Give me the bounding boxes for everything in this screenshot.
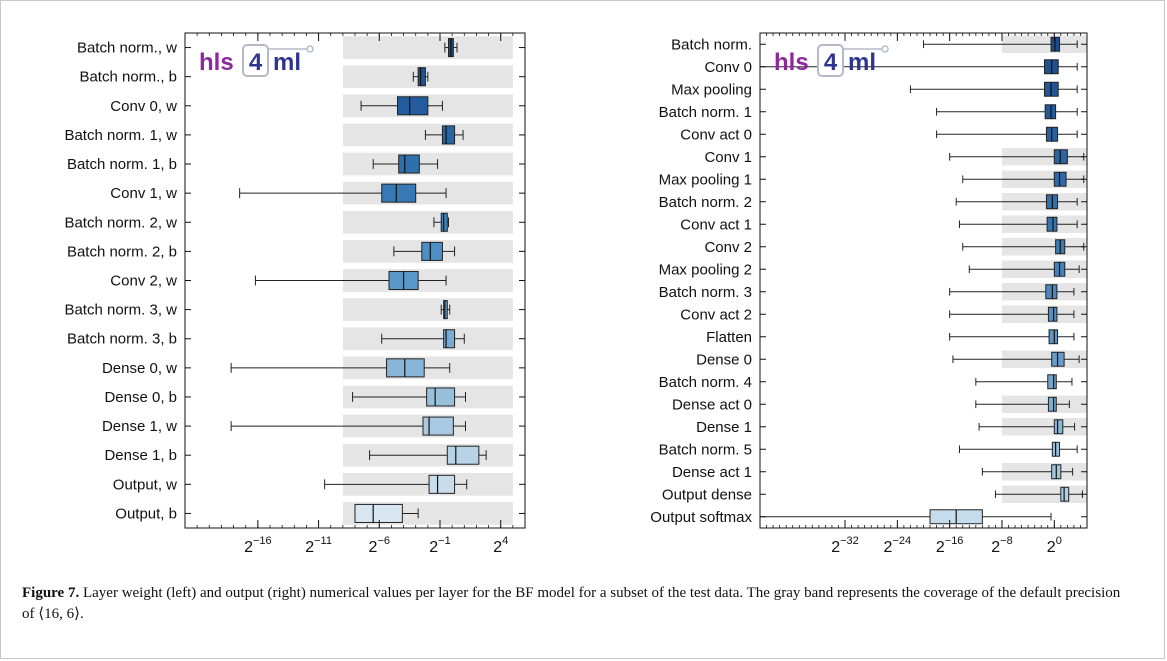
box-batch-norm-4 <box>1047 374 1057 390</box>
logo-box <box>817 44 844 77</box>
logo-text-ml: ml <box>273 49 301 76</box>
category-label-dense-act-0: Dense act 0 <box>672 396 752 413</box>
box-output-dense <box>1060 486 1070 502</box>
box-batch-norm-2-w <box>440 212 448 232</box>
box-batch-norm-3 <box>1045 284 1058 300</box>
logo-text-hls: hls <box>774 49 809 76</box>
x-tick-label: 2−32 <box>831 535 859 556</box>
x-tick-label: 2−1 <box>429 535 450 556</box>
box-batch-norm-b <box>417 67 426 87</box>
box-dense-0-w <box>386 358 425 378</box>
category-label-conv-act-2: Conv act 2 <box>680 306 752 323</box>
category-label-dense-1: Dense 1 <box>696 419 752 436</box>
box-conv-1-w <box>381 183 417 203</box>
category-label-conv-2: Conv 2 <box>704 239 752 256</box>
box-conv-1 <box>1053 149 1068 165</box>
x-tick-label: 24 <box>493 535 508 556</box>
category-label-max-pooling: Max pooling <box>671 81 752 98</box>
category-label-output-w: Output, w <box>113 476 177 493</box>
category-label-conv-0: Conv 0 <box>704 59 752 76</box>
category-label-batch-norm-w: Batch norm., w <box>77 40 177 57</box>
category-label-dense-1-w: Dense 1, w <box>102 418 177 435</box>
precision-band-batch-norm-3-w <box>342 298 513 321</box>
category-label-dense-0-b: Dense 0, b <box>104 389 177 406</box>
box-dense-1-w <box>422 416 454 436</box>
category-label-batch-norm-2-b: Batch norm. 2, b <box>67 243 177 260</box>
category-label-dense-0-w: Dense 0, w <box>102 360 177 377</box>
category-label-batch-norm-5: Batch norm. 5 <box>659 441 752 458</box>
category-label-max-pooling-2: Max pooling 2 <box>659 261 752 278</box>
category-label-output-softmax: Output softmax <box>650 509 752 526</box>
hls4ml-logo: hls 4 ml <box>199 44 314 77</box>
box-dense-1 <box>1053 419 1064 435</box>
category-label-dense-act-1: Dense act 1 <box>672 464 752 481</box>
x-tick-label: 2−6 <box>369 535 390 556</box>
category-label-conv-0-w: Conv 0, w <box>110 98 177 115</box>
category-label-flatten: Flatten <box>706 329 752 346</box>
category-label-batch-norm-3-w: Batch norm. 3, w <box>64 302 177 319</box>
box-batch-norm-1-b <box>398 154 420 174</box>
logo-text-ml: ml <box>848 49 876 76</box>
category-label-dense-1-b: Dense 1, b <box>104 447 177 464</box>
figure-caption: Figure 7. Layer weight (left) and output… <box>22 583 1132 625</box>
x-tick-label: 2−24 <box>884 535 912 556</box>
category-label-conv-act-1: Conv act 1 <box>680 216 752 233</box>
x-tick-label: 2−16 <box>936 535 964 556</box>
category-label-output-b: Output, b <box>115 505 177 522</box>
category-label-batch-norm-4: Batch norm. 4 <box>659 374 752 391</box>
box-batch-norm-3-b <box>443 329 456 349</box>
category-label-conv-act-0: Conv act 0 <box>680 126 752 143</box>
box-batch-norm-3-w <box>443 300 448 320</box>
category-label-batch-norm-2-w: Batch norm. 2, w <box>64 214 177 231</box>
box-dense-1-b <box>446 445 480 465</box>
category-label-batch-norm-1: Batch norm. 1 <box>659 104 752 121</box>
hls4ml-logo: hls 4 ml <box>774 44 889 77</box>
logo-box <box>242 44 269 77</box>
category-label-output-dense: Output dense <box>662 486 752 503</box>
category-label-max-pooling-1: Max pooling 1 <box>659 171 752 188</box>
x-tick-label: 2−11 <box>305 535 332 556</box>
logo-text-4: 4 <box>824 49 838 76</box>
box-batch-norm-1-w <box>441 125 456 145</box>
logo-trace-node <box>306 45 314 53</box>
category-label-batch-norm-3-b: Batch norm. 3, b <box>67 331 177 348</box>
box-batch-norm-2-b <box>421 241 443 261</box>
x-tick-label: 20 <box>1047 535 1062 556</box>
output-boxplot-chart: Batch norm. Conv 0 Max pooling Batch norm. … <box>650 32 1088 556</box>
logo-text-hls: hls <box>199 49 234 76</box>
box-dense-act-0 <box>1047 396 1057 412</box>
box-flatten <box>1048 329 1059 345</box>
caption-label: Figure 7. <box>22 585 80 601</box>
precision-band-batch-norm-2-w <box>342 210 513 234</box>
box-conv-0-w <box>397 96 429 116</box>
category-label-dense-0: Dense 0 <box>696 351 752 368</box>
precision-band-batch-norm-w <box>342 36 513 59</box>
category-label-conv-1-w: Conv 1, w <box>110 185 177 202</box>
weight-boxplot-chart: Batch norm., w Batch norm., b Conv 0, w Bat… <box>64 32 526 556</box>
box-output-w <box>428 474 456 494</box>
box-dense-0-b <box>426 387 456 407</box>
logo-text-4: 4 <box>249 49 263 76</box>
box-output-b <box>354 503 403 523</box>
category-label-batch-norm-b: Batch norm., b <box>79 69 177 86</box>
box-batch-norm-1 <box>1044 104 1057 120</box>
box-conv-act-2 <box>1047 306 1058 322</box>
x-tick-label: 2−8 <box>991 535 1012 556</box>
category-label-batch-norm-2: Batch norm. 2 <box>659 194 752 211</box>
caption-text: Layer weight (left) and output (right) n… <box>22 585 1121 622</box>
category-label-conv-1: Conv 1 <box>704 149 752 166</box>
charts-area: Batch norm., w Batch norm., b Conv 0, w Bat… <box>64 32 1088 556</box>
category-label-batch-norm-3: Batch norm. 3 <box>659 284 752 301</box>
category-label-conv-2-w: Conv 2, w <box>110 273 177 290</box>
box-conv-act-1 <box>1046 216 1058 232</box>
category-label-batch-norm-1-b: Batch norm. 1, b <box>67 156 177 173</box>
category-label-batch-norm: Batch norm. <box>671 36 752 53</box>
x-tick-label: 2−16 <box>244 535 272 556</box>
plot-frame <box>759 32 1088 529</box>
box-max-pooling-1 <box>1053 171 1067 187</box>
logo-trace-node <box>881 45 889 53</box>
category-label-batch-norm-1-w: Batch norm. 1, w <box>64 127 177 144</box>
